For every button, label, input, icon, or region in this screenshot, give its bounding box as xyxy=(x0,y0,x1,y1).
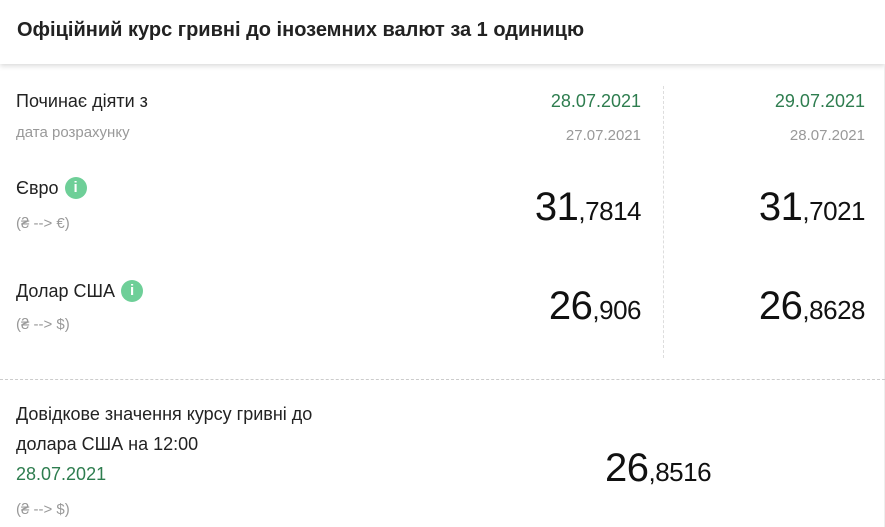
effective-date-1: 28.07.2021 xyxy=(550,91,641,111)
reference-line-2: долара США на 12:00 xyxy=(16,434,199,454)
rate-int: 31 xyxy=(758,185,803,229)
currency-usd: Долар США i xyxy=(16,280,144,302)
rate-dec: ,8628 xyxy=(802,295,865,325)
header xyxy=(0,0,885,64)
reference-direction: (₴ --> $) xyxy=(16,501,70,518)
calc-date-1: 27.07.2021 xyxy=(565,127,641,144)
info-icon[interactable]: i xyxy=(64,177,87,199)
rate-dec: ,906 xyxy=(592,295,641,325)
rate-usd-1: 26,906 xyxy=(548,284,642,329)
column-divider xyxy=(663,86,664,358)
reference-line-1: Довідкове значення курсу гривні до xyxy=(16,404,313,424)
rate-euro-2: 31,7021 xyxy=(758,185,866,230)
calc-date-label: дата розрахунку xyxy=(16,124,130,141)
info-icon[interactable]: i xyxy=(121,280,144,302)
reference-rate: 26,8516 xyxy=(605,446,712,491)
currency-direction: (₴ --> $) xyxy=(16,316,70,333)
rate-usd-2: 26,8628 xyxy=(758,284,866,329)
currency-direction: (₴ --> €) xyxy=(16,215,70,232)
rate-dec: ,7021 xyxy=(802,196,865,226)
rate-dec: ,7814 xyxy=(578,196,641,226)
page-title: Офіційний курс гривні до іноземних валют… xyxy=(17,19,585,41)
effective-date-2: 29.07.2021 xyxy=(774,91,865,111)
currency-name: Євро xyxy=(16,178,59,198)
rate-int: 26 xyxy=(605,446,649,490)
currency-name: Долар США xyxy=(16,281,116,301)
rate-euro-1: 31,7814 xyxy=(534,185,642,230)
rate-int: 26 xyxy=(548,284,593,328)
rate-int: 26 xyxy=(758,284,803,328)
effective-label: Починає діяти з xyxy=(16,91,148,111)
currency-euro: Євро i xyxy=(16,177,87,199)
reference-date: 28.07.2021 xyxy=(16,464,107,484)
section-divider xyxy=(0,379,885,380)
rate-dec: ,8516 xyxy=(648,457,712,487)
calc-date-2: 28.07.2021 xyxy=(789,127,865,144)
rate-int: 31 xyxy=(534,185,579,229)
